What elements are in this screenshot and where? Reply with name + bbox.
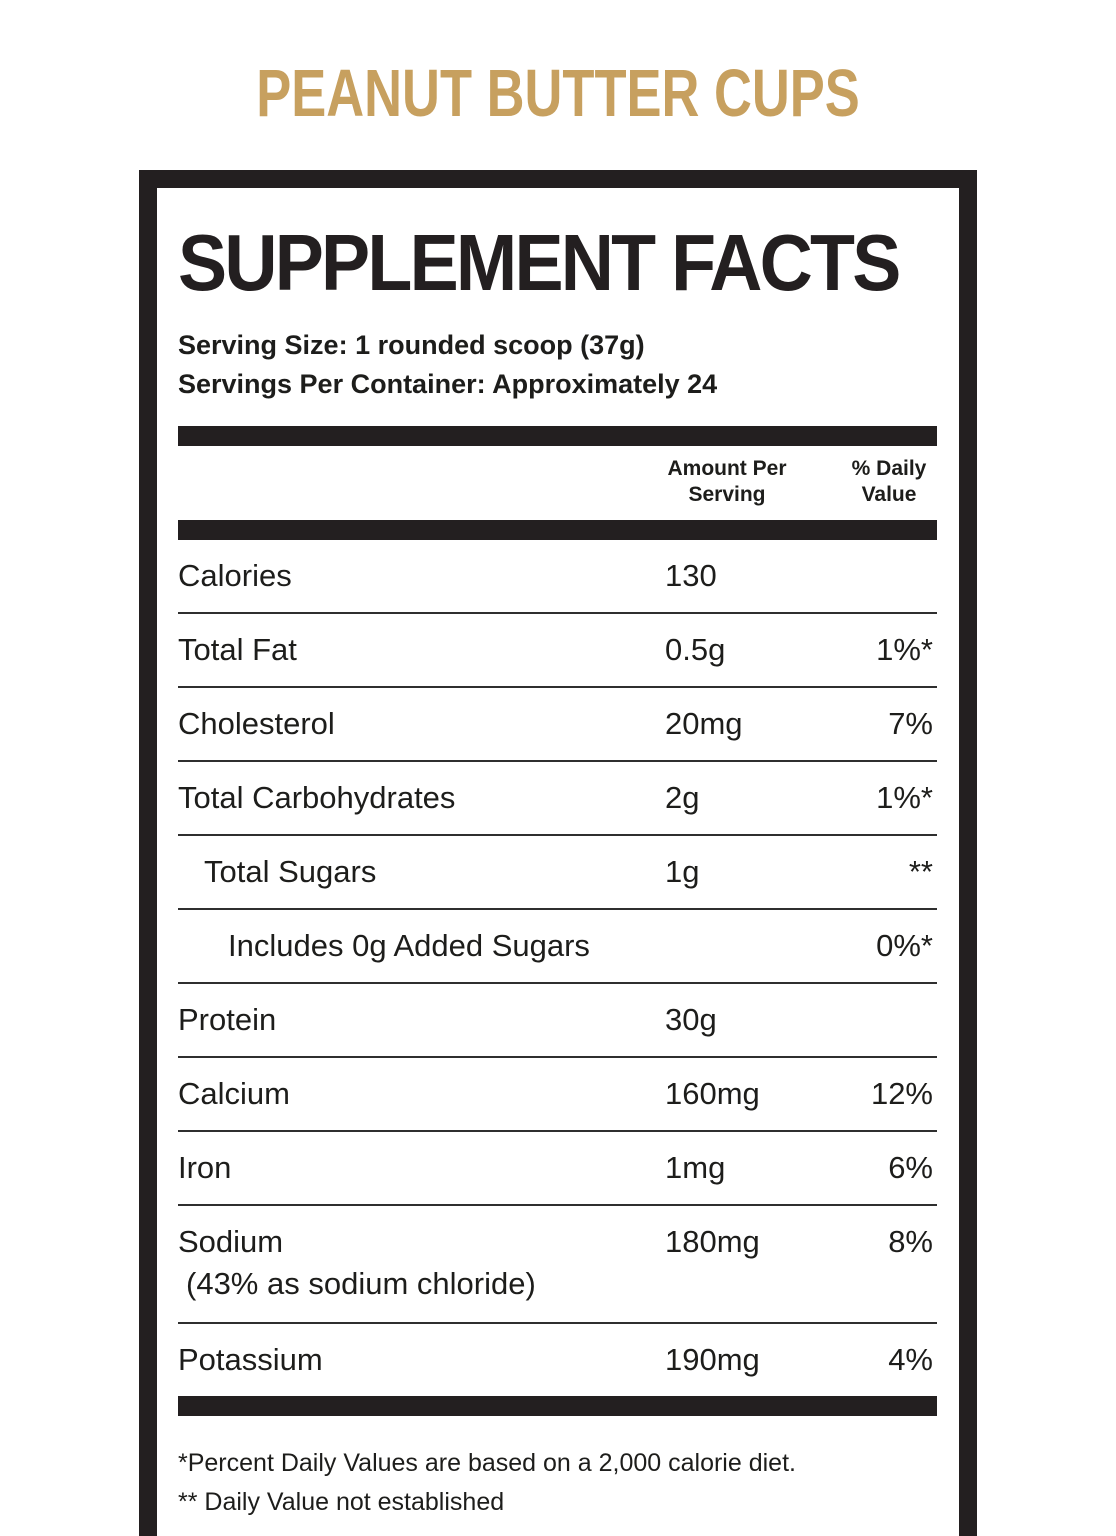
table-row: Protein 30g — [178, 984, 937, 1058]
nutrient-label-cell: Cholesterol — [178, 703, 665, 744]
serving-size-line: Serving Size: 1 rounded scoop (37g) — [178, 326, 935, 365]
title-row: PEANUT BUTTER CUPS — [0, 55, 1116, 131]
nutrient-label: Potassium — [178, 1342, 323, 1377]
nutrient-daily-value: 1%* — [876, 632, 933, 667]
column-header-row: Amount Per Serving % Daily Value — [178, 446, 935, 520]
nutrient-label: Calcium — [178, 1076, 290, 1111]
table-row: Cholesterol 20mg 7% — [178, 688, 937, 762]
table-row: Includes 0g Added Sugars 0%* — [178, 910, 937, 984]
serving-info: Serving Size: 1 rounded scoop (37g) Serv… — [178, 326, 935, 404]
footnotes: *Percent Daily Values are based on a 2,0… — [178, 1444, 935, 1522]
divider-bar-header — [178, 520, 937, 540]
nutrient-label: Cholesterol — [178, 706, 335, 741]
nutrient-daily-value: ** — [908, 854, 933, 889]
nutrient-amount: 20mg — [665, 706, 743, 741]
servings-per-container-value: Approximately 24 — [492, 369, 718, 399]
nutrient-amount: 190mg — [665, 1342, 760, 1377]
nutrient-label-cell: Potassium — [178, 1339, 665, 1380]
nutrient-label: Sodium — [178, 1224, 284, 1259]
nutrient-label-cell: Iron — [178, 1147, 665, 1188]
divider-bar-top — [178, 426, 937, 446]
table-row: Total Carbohydrates 2g 1%* — [178, 762, 937, 836]
nutrient-label-cell: Sodium (43% as sodium chloride) — [178, 1221, 665, 1306]
table-row: Potassium 190mg 4% — [178, 1324, 937, 1396]
nutrient-label-cell: Total Sugars — [178, 851, 665, 892]
footnote-daily-values: *Percent Daily Values are based on a 2,0… — [178, 1449, 796, 1477]
panel-heading: SUPPLEMENT FACTS — [178, 218, 901, 307]
nutrient-label: Total Carbohydrates — [178, 780, 456, 815]
nutrient-daily-value: 7% — [888, 706, 933, 741]
nutrient-amount: 2g — [665, 780, 700, 815]
table-row: Total Fat 0.5g 1%* — [178, 614, 937, 688]
nutrient-amount: 180mg — [665, 1224, 760, 1259]
servings-per-container-line: Servings Per Container: Approximately 24 — [178, 365, 935, 404]
table-row: Calories 130 — [178, 540, 937, 614]
nutrient-amount: 30g — [665, 1002, 717, 1037]
nutrient-daily-value: 8% — [888, 1224, 933, 1259]
divider-bar-bottom — [178, 1396, 937, 1416]
nutrient-label-cell: Calcium — [178, 1073, 665, 1114]
nutrient-label-cell: Calories — [178, 555, 665, 596]
table-row: Sodium (43% as sodium chloride) 180mg 8% — [178, 1206, 937, 1324]
nutrient-label-cell: Total Carbohydrates — [178, 777, 665, 818]
nutrient-label-cell: Includes 0g Added Sugars — [178, 925, 665, 966]
nutrient-sublabel: (43% as sodium chloride) — [186, 1266, 536, 1301]
footnote-not-established: ** Daily Value not established — [178, 1488, 505, 1516]
table-row: Total Sugars 1g ** — [178, 836, 937, 910]
nutrient-label: Calories — [178, 558, 292, 593]
nutrient-daily-value: 4% — [888, 1342, 933, 1377]
nutrient-label: Iron — [178, 1150, 232, 1185]
serving-size-label: Serving Size: — [178, 330, 348, 360]
nutrient-label-cell: Protein — [178, 999, 665, 1040]
nutrient-amount: 1mg — [665, 1150, 726, 1185]
nutrient-daily-value: 12% — [870, 1076, 933, 1111]
nutrient-amount: 160mg — [665, 1076, 760, 1111]
panel-heading-row: SUPPLEMENT FACTS — [178, 218, 935, 308]
nutrient-amount: 1g — [665, 854, 700, 889]
serving-size-value: 1 rounded scoop (37g) — [355, 330, 645, 360]
facts-rows: Calories 130 Total Fat 0.5g 1%* Choleste… — [178, 540, 937, 1396]
nutrient-daily-value: 1%* — [876, 780, 933, 815]
table-row: Calcium 160mg 12% — [178, 1058, 937, 1132]
nutrient-label: Includes 0g Added Sugars — [228, 928, 590, 963]
supplement-facts-panel: SUPPLEMENT FACTS Serving Size: 1 rounded… — [139, 170, 977, 1536]
nutrient-daily-value: 0%* — [876, 928, 933, 963]
servings-per-container-label: Servings Per Container: — [178, 369, 486, 399]
table-row: Iron 1mg 6% — [178, 1132, 937, 1206]
nutrient-label: Total Fat — [178, 632, 297, 667]
nutrient-label: Protein — [178, 1002, 277, 1037]
page-title: PEANUT BUTTER CUPS — [256, 55, 860, 131]
column-header-daily-value: % Daily Value — [851, 457, 927, 506]
nutrient-daily-value: 6% — [888, 1150, 933, 1185]
nutrient-amount: 130 — [665, 558, 717, 593]
nutrient-label-cell: Total Fat — [178, 629, 665, 670]
nutrient-label: Total Sugars — [204, 854, 377, 889]
nutrient-amount: 0.5g — [665, 632, 726, 667]
column-header-amount: Amount Per Serving — [667, 457, 787, 506]
